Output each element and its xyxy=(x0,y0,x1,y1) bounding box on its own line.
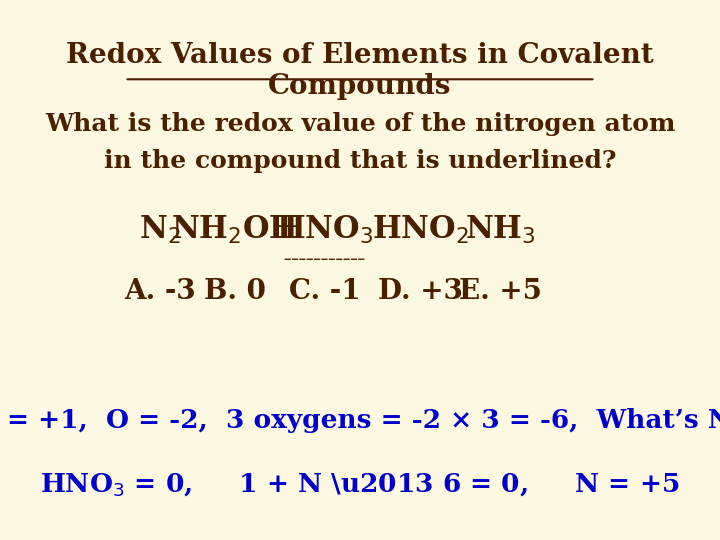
Text: C. -1: C. -1 xyxy=(289,278,361,305)
Text: B. 0: B. 0 xyxy=(204,278,266,305)
Text: N$_2$: N$_2$ xyxy=(139,214,181,246)
Text: D. +3: D. +3 xyxy=(378,278,462,305)
Text: HNO$_2$: HNO$_2$ xyxy=(372,214,469,246)
Text: NH$_2$OH: NH$_2$OH xyxy=(171,214,299,246)
Text: H = +1,  O = -2,  3 oxygens = -2 × 3 = -6,  What’s N?: H = +1, O = -2, 3 oxygens = -2 × 3 = -6,… xyxy=(0,408,720,433)
Text: NH$_3$: NH$_3$ xyxy=(465,214,536,246)
Text: in the compound that is underlined?: in the compound that is underlined? xyxy=(104,149,616,173)
Text: What is the redox value of the nitrogen atom: What is the redox value of the nitrogen … xyxy=(45,112,675,136)
Text: Redox Values of Elements in Covalent Compounds: Redox Values of Elements in Covalent Com… xyxy=(66,42,654,100)
Text: E. +5: E. +5 xyxy=(459,278,541,305)
Text: A. -3: A. -3 xyxy=(124,278,195,305)
Text: HNO$_3$ = 0,     1 + N \u2013 6 = 0,     N = +5: HNO$_3$ = 0, 1 + N \u2013 6 = 0, N = +5 xyxy=(40,471,680,498)
Text: HNO$_3$: HNO$_3$ xyxy=(276,214,374,246)
